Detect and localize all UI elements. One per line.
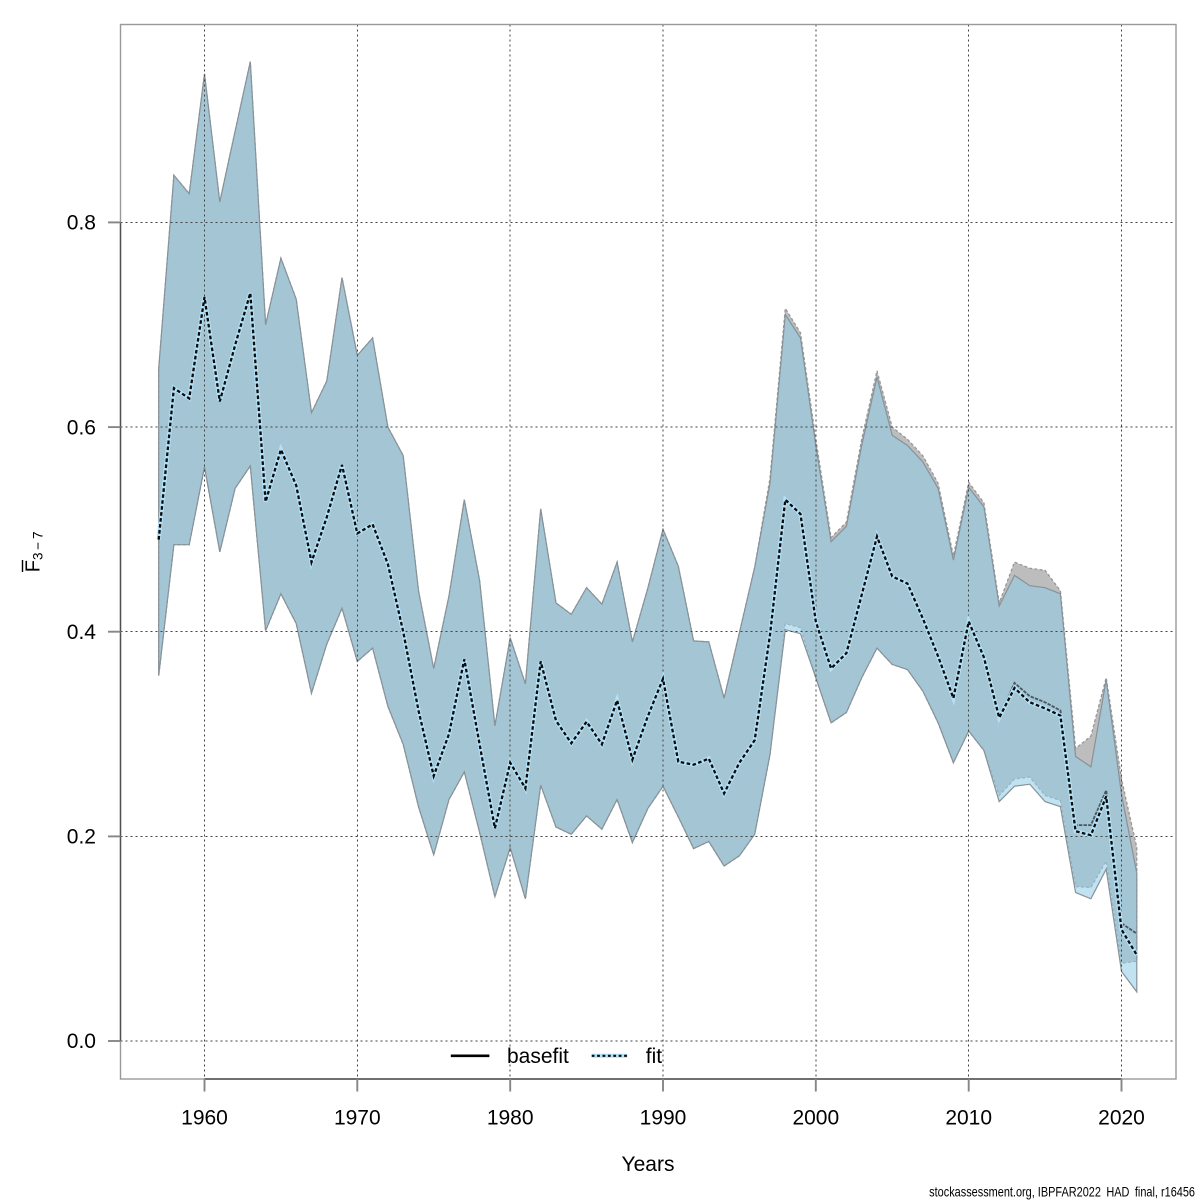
svg-text:0.6: 0.6	[67, 416, 96, 439]
svg-text:1980: 1980	[487, 1107, 534, 1130]
svg-text:1990: 1990	[640, 1107, 687, 1130]
svg-text:fit: fit	[646, 1045, 663, 1068]
svg-text:2020: 2020	[1098, 1107, 1145, 1130]
svg-text:0.8: 0.8	[67, 212, 96, 235]
svg-text:0.2: 0.2	[67, 826, 96, 849]
svg-text:basefit: basefit	[507, 1045, 569, 1068]
svg-text:1960: 1960	[181, 1107, 228, 1130]
svg-text:2010: 2010	[945, 1107, 992, 1130]
svg-text:Years: Years	[622, 1153, 675, 1176]
svg-text:0.0: 0.0	[67, 1030, 96, 1053]
svg-text:0.4: 0.4	[67, 621, 97, 644]
svg-text:2000: 2000	[792, 1107, 839, 1130]
svg-text:stockassessment.org, IBPFAR202: stockassessment.org, IBPFAR2022 HAD fina…	[929, 1184, 1195, 1199]
svg-text:1970: 1970	[334, 1107, 381, 1130]
